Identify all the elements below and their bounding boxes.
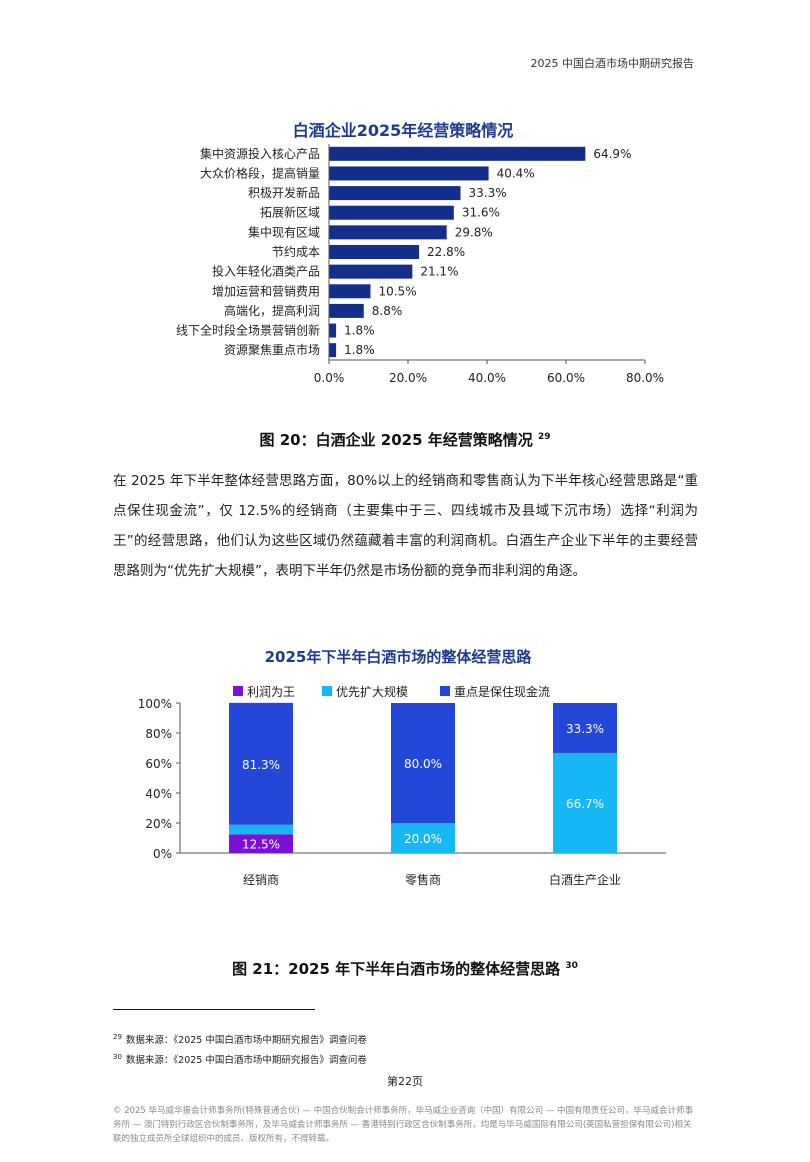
chart2-data-label: 33.3%	[566, 722, 604, 736]
chart1-category-label: 拓展新区域	[260, 205, 320, 220]
chart2-bar-segment	[553, 752, 617, 853]
chart1-bar	[329, 323, 337, 338]
chart1-category-label: 集中资源投入核心产品	[200, 146, 320, 161]
chart1-category-label: 线下全时段全场景营销创新	[176, 323, 320, 338]
chart1-x-tick-label: 0.0%	[314, 371, 345, 385]
chart1-x-tick-label: 60.0%	[547, 371, 585, 385]
chart2-y-tick-label: 60%	[145, 757, 172, 771]
chart1-x-tick-label: 20.0%	[389, 371, 427, 385]
chart2-y-tick-label: 0%	[153, 847, 172, 861]
chart1-category-label: 高端化，提高利润	[224, 303, 320, 318]
chart1-value-label: 29.8%	[455, 225, 493, 239]
footnote-29: 29 数据来源：《2025 中国白酒市场中期研究报告》调查问卷	[113, 1032, 367, 1046]
chart1-bar	[329, 245, 420, 259]
chart1-value-label: 40.4%	[497, 166, 535, 180]
chart2-data-label: 20.0%	[404, 832, 442, 846]
chart1-category-label: 集中现有区域	[248, 224, 320, 239]
chart2-legend-label: 利润为王	[247, 685, 295, 699]
chart1-title: 白酒企业2025年经营策略情况	[293, 121, 514, 140]
chart1-value-label: 1.8%	[344, 343, 375, 357]
chart2-bar-segment	[229, 834, 293, 853]
chart1-category-label: 投入年轻化酒类产品	[212, 264, 320, 279]
copyright-notice: © 2025 毕马威华振会计师事务所(特殊普通合伙) — 中国合伙制会计师事务所…	[113, 1106, 693, 1144]
chart1-value-label: 21.1%	[420, 265, 458, 279]
chart2-legend-swatch	[440, 686, 450, 696]
chart2-y-tick-label: 40%	[145, 787, 172, 801]
chart1-category-label: 资源聚焦重点市场	[224, 342, 320, 357]
chart1-bar	[329, 146, 586, 161]
chart1-category-label: 节约成本	[272, 244, 320, 259]
figure20-caption: 图 20：白酒企业 2025 年经营策略情况 29	[259, 431, 551, 449]
chart1-category-label: 大众价格段，提高销量	[200, 165, 320, 180]
chart1-category-label: 积极开发新品	[248, 185, 320, 200]
footnote-divider	[113, 1009, 315, 1010]
chart1-x-tick-label: 40.0%	[468, 371, 506, 385]
chart2-bar-segment	[391, 823, 455, 853]
chart2-data-label: 12.5%	[242, 838, 280, 852]
chart1-bar	[329, 343, 337, 358]
strategy-bar-chart: 白酒企业2025年经营策略情况 集中资源投入核心产品 64.9% 大众价格段，提高销…	[176, 121, 664, 385]
chart1-value-label: 1.8%	[344, 324, 375, 338]
business-strategy-stacked-chart: 2025年下半年白酒市场的整体经营思路 利润为王 优先扩大规模 重点是保住现金流 0…	[138, 648, 666, 887]
body-paragraph: 在 2025 年下半年整体经营思路方面，80%以上的经销商和零售商认为下半年核心…	[113, 473, 698, 579]
chart1-value-label: 64.9%	[593, 147, 631, 161]
chart1-value-label: 33.3%	[469, 186, 507, 200]
chart2-bar-segment	[391, 703, 455, 823]
chart1-bar	[329, 264, 413, 279]
chart2-legend-swatch	[233, 686, 243, 696]
chart2-data-label: 81.3%	[242, 758, 280, 772]
chart1-category-label: 增加运营和营销费用	[212, 284, 320, 298]
chart1-bar	[329, 284, 371, 299]
chart2-legend-swatch	[322, 686, 332, 696]
chart2-y-tick-label: 100%	[138, 697, 172, 711]
chart2-bar-segment	[229, 702, 293, 825]
chart2-category-label: 零售商	[405, 872, 441, 887]
chart2-category-label: 白酒生产企业	[549, 872, 621, 887]
chart2-y-tick-label: 80%	[145, 727, 172, 741]
chart1-bar	[329, 225, 447, 240]
chart2-legend-label: 优先扩大规模	[336, 684, 408, 699]
footnote-30: 30 数据来源：《2025 中国白酒市场中期研究报告》调查问卷	[113, 1052, 367, 1066]
page-number: 第22页	[387, 1075, 423, 1088]
chart1-bar	[329, 166, 489, 181]
chart1-value-label: 8.8%	[372, 304, 403, 318]
chart2-category-label: 经销商	[243, 872, 279, 887]
chart2-bar-segment	[229, 824, 293, 835]
chart2-y-tick-label: 20%	[145, 817, 172, 831]
chart2-data-label: 80.0%	[404, 757, 442, 771]
chart1-bar	[329, 205, 454, 220]
chart2-legend-label: 重点是保住现金流	[454, 684, 550, 699]
chart1-bar	[329, 186, 461, 201]
chart2-title: 2025年下半年白酒市场的整体经营思路	[265, 648, 533, 666]
chart2-data-label: 66.7%	[566, 797, 604, 811]
chart1-value-label: 10.5%	[378, 284, 416, 298]
chart1-x-tick-label: 80.0%	[626, 371, 664, 385]
chart1-value-label: 31.6%	[462, 206, 500, 220]
chart2-bar-segment	[553, 703, 617, 753]
chart1-value-label: 22.8%	[427, 245, 465, 259]
running-header: 2025 中国白酒市场中期研究报告	[530, 57, 695, 70]
chart1-bar	[329, 303, 364, 318]
figure21-caption: 图 21：2025 年下半年白酒市场的整体经营思路 30	[232, 960, 578, 978]
